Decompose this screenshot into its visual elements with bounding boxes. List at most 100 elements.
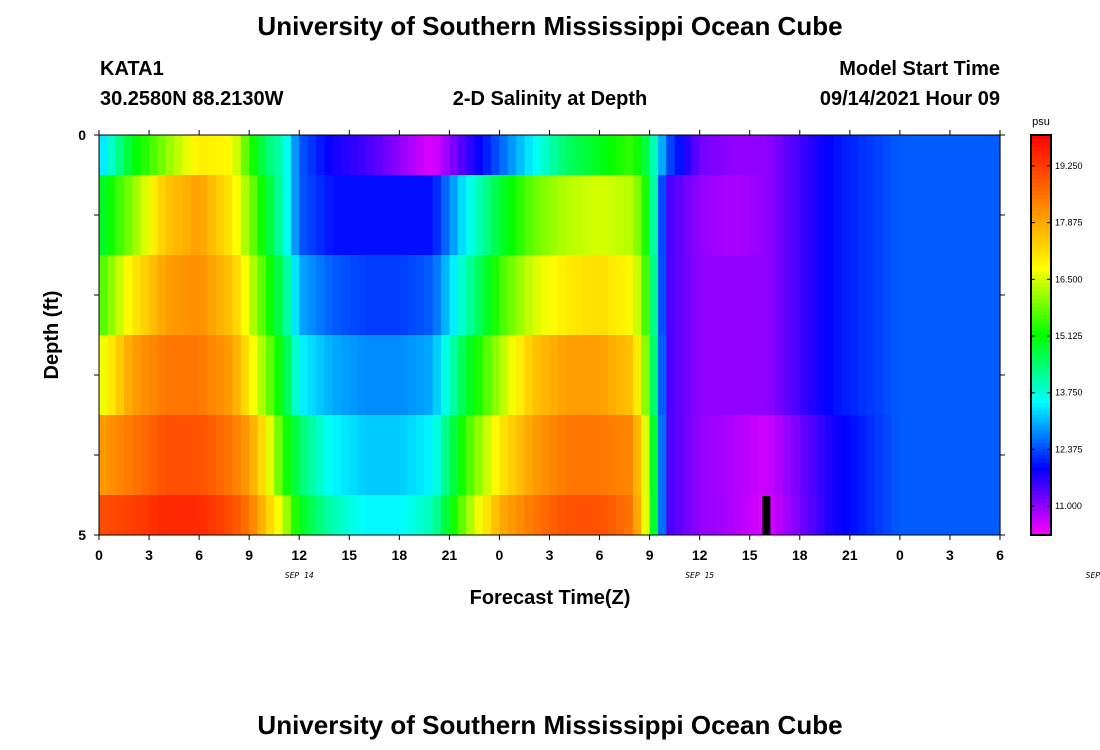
heatmap-cell	[808, 415, 818, 495]
heatmap-cell	[107, 175, 117, 255]
heatmap-cell	[641, 135, 651, 175]
heatmap-cell	[441, 255, 450, 335]
heatmap-cell	[516, 415, 526, 495]
heatmap-cell	[190, 175, 200, 255]
colorbar-segment	[1031, 467, 1051, 472]
heatmap-cell	[466, 495, 476, 535]
heatmap-cell	[307, 255, 317, 335]
colorbar-segment	[1031, 463, 1051, 468]
x-tick-label: 15	[742, 547, 758, 563]
heatmap-cell	[582, 495, 592, 535]
heatmap-cell	[165, 175, 175, 255]
heatmap-cell	[332, 495, 342, 535]
heatmap-cell	[791, 335, 801, 415]
heatmap-cell	[632, 135, 642, 175]
colorbar-segment	[1031, 339, 1051, 344]
heatmap-cell	[674, 255, 684, 335]
heatmap-cell	[724, 175, 734, 255]
heatmap-cell	[399, 135, 409, 175]
heatmap-cell	[716, 415, 726, 495]
heatmap-cell	[282, 135, 292, 175]
heatmap-cell	[207, 255, 217, 335]
heatmap-cell	[666, 495, 676, 535]
heatmap-cell	[791, 415, 801, 495]
heatmap-cell	[215, 175, 225, 255]
depth-band-1	[99, 175, 1001, 255]
heatmap-cell	[866, 495, 876, 535]
heatmap-cell	[107, 135, 117, 175]
heatmap-cell	[632, 495, 642, 535]
heatmap-cell	[432, 335, 442, 415]
heatmap-cell	[766, 335, 776, 415]
heatmap-cell	[883, 255, 893, 335]
heatmap-cell	[315, 495, 325, 535]
colorbar-segment	[1031, 363, 1051, 368]
heatmap-cell	[883, 135, 893, 175]
x-date-label: SEP 16	[1086, 571, 1100, 580]
heatmap-cell	[691, 415, 701, 495]
heatmap-cell	[215, 415, 225, 495]
colorbar-segment	[1031, 207, 1051, 212]
colorbar-segment	[1031, 211, 1051, 216]
heatmap-cell	[482, 175, 492, 255]
heatmap-cell	[349, 335, 359, 415]
heatmap-cell	[482, 255, 492, 335]
heatmap-cell	[532, 255, 542, 335]
heatmap-cell	[766, 495, 776, 535]
heatmap-cell	[165, 135, 175, 175]
heatmap-cell	[749, 415, 759, 495]
heatmap-cell	[274, 255, 284, 335]
heatmap-cell	[482, 135, 492, 175]
colorbar-segment	[1031, 187, 1051, 192]
colorbar-segment	[1031, 215, 1051, 220]
colorbar-segment	[1031, 327, 1051, 332]
colorbar-tick-label: 11.000	[1055, 501, 1082, 511]
heatmap-cell	[299, 495, 309, 535]
heatmap-cell	[349, 495, 359, 535]
heatmap-cell	[733, 135, 742, 175]
colorbar-segment	[1031, 531, 1051, 536]
heatmap-cell	[674, 415, 684, 495]
heatmap-cell	[833, 415, 843, 495]
heatmap-cell	[507, 495, 517, 535]
heatmap-cell	[332, 335, 342, 415]
heatmap-cell	[374, 175, 384, 255]
heatmap-cell	[799, 175, 809, 255]
y-axis-label: Depth (ft)	[41, 291, 63, 380]
heatmap-cell	[549, 175, 559, 255]
heatmap-cell	[858, 175, 868, 255]
heatmap-cell	[507, 335, 517, 415]
colorbar-segment	[1031, 439, 1051, 444]
heatmap-cell	[607, 335, 617, 415]
heatmap-cell	[841, 495, 851, 535]
heatmap-cell	[124, 495, 133, 535]
heatmap-cell	[349, 415, 359, 495]
heatmap-cell	[657, 415, 667, 495]
colorbar-segment	[1031, 331, 1051, 336]
heatmap-cell	[99, 335, 108, 415]
heatmap-cell	[733, 335, 742, 415]
heatmap-cell	[132, 495, 142, 535]
heatmap-cell	[424, 135, 434, 175]
heatmap-cell	[624, 255, 634, 335]
heatmap-cell	[774, 175, 784, 255]
heatmap-cell	[891, 495, 901, 535]
x-tick-label: 6	[996, 547, 1004, 563]
depth-band-3	[99, 335, 1001, 415]
heatmap-cell	[874, 415, 884, 495]
colorbar-segment	[1031, 263, 1051, 268]
heatmap-cell	[466, 175, 476, 255]
heatmap-cell	[132, 135, 142, 175]
heatmap-cell	[724, 495, 734, 535]
heatmap-cell	[315, 175, 325, 255]
heatmap-cell	[591, 135, 601, 175]
heatmap-cell	[974, 415, 984, 495]
heatmap-cell	[666, 335, 676, 415]
heatmap-cell	[290, 135, 300, 175]
heatmap-cell	[249, 135, 259, 175]
heatmap-cell	[616, 335, 626, 415]
heatmap-cell	[340, 495, 350, 535]
heatmap-cell	[741, 135, 751, 175]
heatmap-cell	[616, 415, 626, 495]
heatmap-cell	[933, 135, 943, 175]
